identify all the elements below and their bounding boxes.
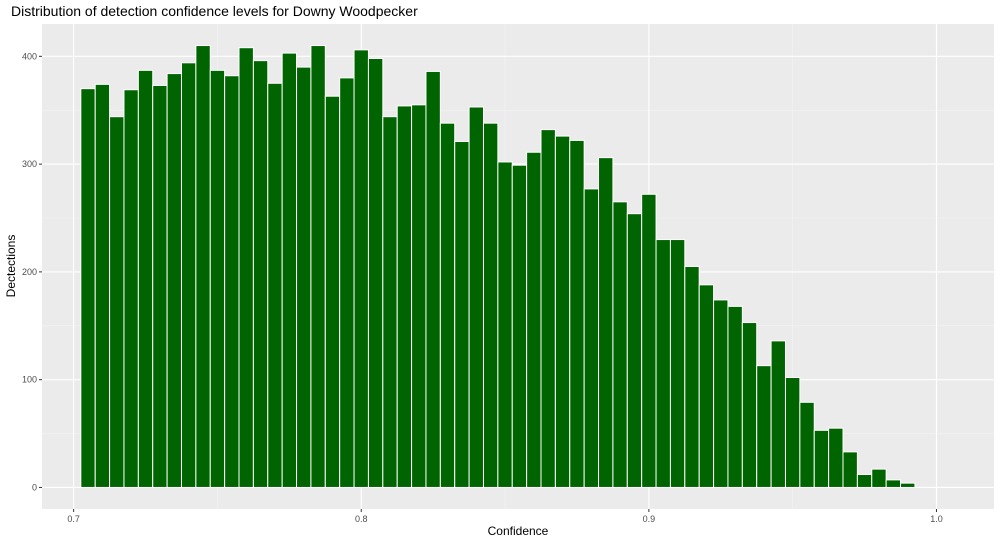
y-tick-label: 400 <box>22 51 37 61</box>
histogram-bar <box>497 161 513 488</box>
histogram-bar <box>439 122 456 488</box>
y-tick-label: 0 <box>32 482 37 492</box>
histogram-bar <box>784 377 801 488</box>
histogram-bar <box>598 157 614 488</box>
histogram-bar <box>411 104 427 488</box>
histogram-bar <box>770 340 786 488</box>
x-axis-title: Confidence <box>488 524 549 538</box>
histogram-bar <box>109 116 125 488</box>
histogram-bar <box>353 49 369 488</box>
y-tick-label: 100 <box>22 375 37 385</box>
histogram-bar <box>454 140 470 488</box>
histogram-bar <box>367 57 384 488</box>
histogram-bar <box>511 164 528 488</box>
chart-title: Distribution of detection confidence lev… <box>11 3 418 19</box>
histogram-bar <box>267 82 283 488</box>
x-tick-label: 1.0 <box>930 514 943 524</box>
histogram-bar <box>482 122 499 488</box>
histogram-bar <box>842 451 858 488</box>
histogram-bar <box>310 45 326 488</box>
y-tick-label: 300 <box>22 159 37 169</box>
histogram-bar <box>684 266 700 488</box>
histogram-bar <box>296 66 312 488</box>
histogram-bar <box>741 322 758 488</box>
histogram-bar <box>900 482 916 488</box>
histogram-bar <box>655 239 671 488</box>
histogram-bar <box>224 75 240 488</box>
histogram-bar <box>799 401 815 488</box>
histogram-bar <box>324 95 341 488</box>
histogram-bar <box>540 129 556 488</box>
histogram-bar <box>80 88 96 488</box>
histogram-bar <box>756 365 772 488</box>
histogram-bar <box>526 151 542 488</box>
histogram-bar <box>180 62 197 488</box>
x-tick-label: 0.9 <box>643 514 656 524</box>
histogram-bar <box>123 89 139 488</box>
histogram-bar <box>195 45 211 488</box>
histogram-bar <box>828 427 844 488</box>
histogram-bar <box>396 105 413 488</box>
histogram-bar <box>885 479 902 488</box>
histogram-bar <box>813 429 830 488</box>
y-axis: 0 100 200 300 400 <box>22 51 42 492</box>
histogram-bar <box>94 83 111 488</box>
histogram-bar <box>209 69 226 488</box>
histogram-bar <box>727 305 743 488</box>
histogram-bar <box>669 239 686 488</box>
x-tick-label: 0.8 <box>355 514 368 524</box>
histogram-bar <box>166 73 182 488</box>
histogram-bar <box>425 70 441 488</box>
histogram-bar <box>698 284 715 488</box>
histogram-bar <box>612 201 628 488</box>
histogram-bar <box>871 468 887 488</box>
bars <box>80 45 916 488</box>
x-tick-label: 0.7 <box>67 514 80 524</box>
histogram-bar <box>137 69 154 488</box>
histogram-bar <box>569 139 585 488</box>
y-tick-label: 200 <box>22 267 37 277</box>
histogram-bar <box>641 193 657 488</box>
histogram-bar <box>583 188 600 488</box>
histogram-bar <box>713 299 729 488</box>
histogram-bar <box>626 213 643 488</box>
histogram-bar <box>281 52 298 488</box>
histogram-bar <box>856 474 873 488</box>
histogram-bar <box>238 47 254 488</box>
y-axis-title: Dectections <box>4 235 18 298</box>
x-axis: 0.7 0.8 0.9 1.0 <box>67 509 943 524</box>
histogram-bar <box>382 116 398 488</box>
histogram-bar <box>339 77 355 488</box>
histogram-bar <box>554 135 571 488</box>
histogram-bar <box>468 106 484 488</box>
histogram-bar <box>152 84 168 488</box>
histogram-bar <box>252 60 269 488</box>
